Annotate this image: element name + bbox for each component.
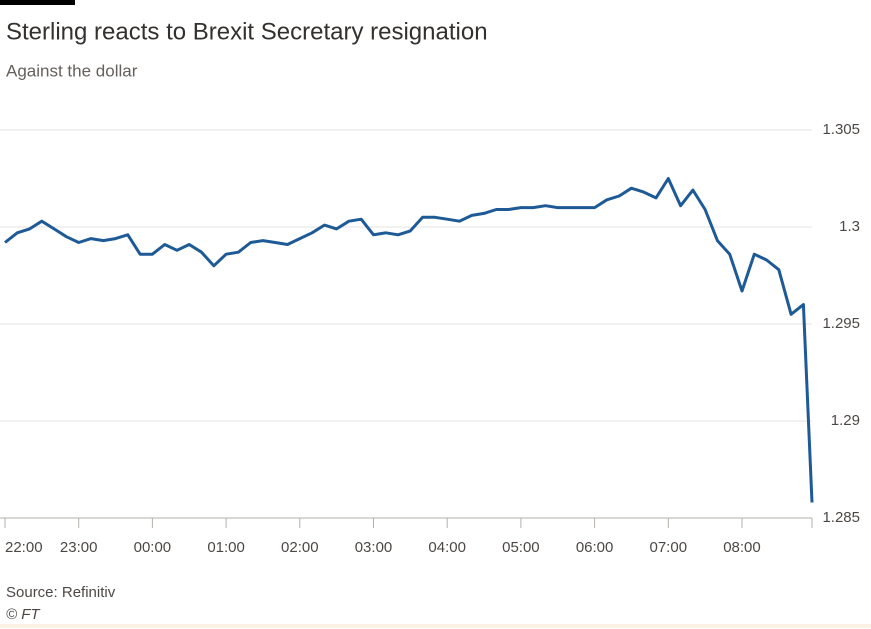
y-tick-label: 1.305	[822, 121, 860, 138]
y-tick-label: 1.3	[839, 218, 860, 235]
source: Source: Refinitiv	[6, 584, 116, 601]
x-tick-label: 07:00	[650, 539, 688, 556]
x-tick-label: 23:00	[60, 539, 98, 556]
x-tick-label: 22:00	[5, 539, 43, 556]
y-tick-label: 1.285	[822, 509, 860, 526]
chart-title: Sterling reacts to Brexit Secretary resi…	[6, 18, 488, 45]
credit: © FT	[6, 606, 41, 623]
price-line	[4, 177, 814, 503]
x-tick-label: 04:00	[428, 539, 466, 556]
x-tick-label: 06:00	[576, 539, 614, 556]
brand-bar	[0, 0, 75, 5]
x-tick-label: 02:00	[281, 539, 319, 556]
y-tick-label: 1.29	[831, 412, 860, 429]
chart-subtitle: Against the dollar	[6, 61, 138, 80]
x-tick-label: 05:00	[502, 539, 540, 556]
x-tick-label: 01:00	[207, 539, 245, 556]
x-tick-label: 03:00	[355, 539, 393, 556]
x-tick-label: 08:00	[723, 539, 761, 556]
y-tick-label: 1.295	[822, 315, 860, 332]
x-tick-label: 00:00	[134, 539, 172, 556]
